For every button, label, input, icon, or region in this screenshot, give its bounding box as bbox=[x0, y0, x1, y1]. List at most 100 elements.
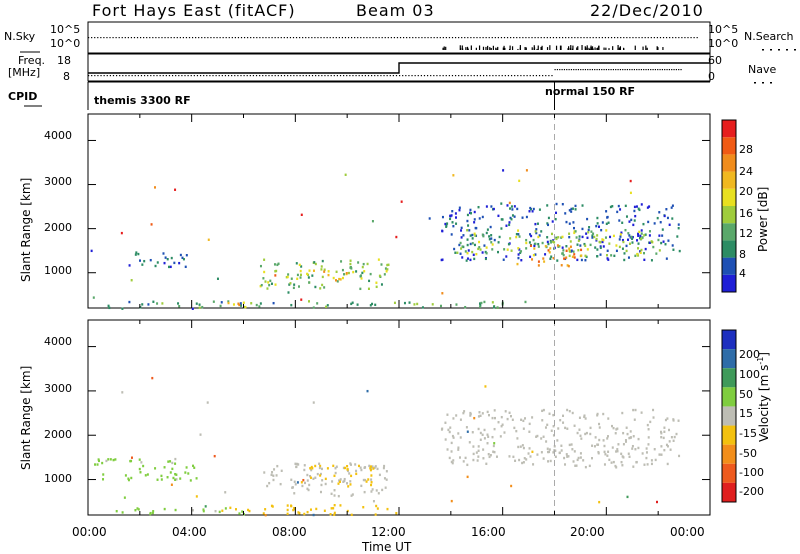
nsky-dot bbox=[494, 37, 496, 39]
power-data-cell bbox=[573, 226, 576, 230]
velocity-data-cell bbox=[673, 435, 676, 439]
power-data-cell bbox=[640, 229, 643, 232]
velocity-noise-cell bbox=[493, 442, 496, 445]
velocity-data-cell bbox=[665, 443, 668, 447]
power-colorbar-swatch bbox=[722, 154, 736, 172]
velocity-data-cell bbox=[617, 443, 620, 446]
velocity-data-cell bbox=[333, 489, 336, 492]
power-data-cell bbox=[184, 265, 187, 269]
power-data-cell bbox=[478, 246, 481, 249]
nsearch-bar bbox=[662, 47, 664, 50]
velocity-data-cell bbox=[577, 456, 580, 460]
power-data-cell bbox=[506, 204, 509, 207]
velocity-data-cell bbox=[280, 469, 283, 473]
nave-dot bbox=[243, 75, 245, 77]
power-data-cell bbox=[327, 270, 330, 273]
velocity-data-cell bbox=[459, 418, 462, 421]
velocity-data-cell bbox=[632, 465, 635, 468]
power-data-cell bbox=[484, 257, 487, 261]
power-data-cell bbox=[615, 249, 618, 253]
nave-dot bbox=[559, 69, 561, 71]
velocity-y-tick: 2000 bbox=[44, 428, 72, 441]
power-data-cell bbox=[524, 300, 527, 304]
power-data-cell bbox=[503, 248, 506, 251]
nave-dot bbox=[589, 69, 591, 71]
power-data-cell bbox=[501, 218, 504, 221]
power-data-cell bbox=[648, 205, 651, 208]
velocity-data-cell bbox=[304, 481, 307, 485]
nsky-dot bbox=[198, 37, 200, 39]
power-data-cell bbox=[570, 250, 573, 253]
nave-dot bbox=[277, 75, 279, 77]
velocity-data-cell bbox=[646, 463, 649, 466]
velocity-data-cell bbox=[550, 429, 553, 432]
velocity-noise-cell bbox=[199, 433, 202, 436]
velocity-data-cell bbox=[127, 477, 130, 480]
power-data-cell bbox=[262, 277, 265, 280]
nsearch-bar bbox=[612, 46, 614, 50]
power-data-cell bbox=[538, 234, 541, 237]
beam-label: Beam 03 bbox=[356, 1, 435, 20]
power-data-cell bbox=[671, 217, 674, 220]
velocity-data-cell bbox=[444, 421, 447, 424]
nsky-dot bbox=[516, 37, 518, 39]
nave-dot bbox=[479, 75, 482, 77]
nave-dot bbox=[636, 69, 638, 71]
power-data-cell bbox=[538, 208, 541, 211]
velocity-data-cell bbox=[465, 426, 468, 429]
nsearch-bar bbox=[490, 48, 492, 50]
velocity-data-cell bbox=[628, 436, 631, 440]
power-data-cell bbox=[297, 285, 300, 288]
power-noise-cell bbox=[486, 228, 489, 231]
power-data-cell bbox=[274, 283, 277, 286]
power-data-cell bbox=[534, 230, 537, 233]
velocity-data-cell bbox=[570, 443, 573, 446]
power-data-cell bbox=[345, 272, 348, 275]
power-data-cell bbox=[490, 205, 493, 208]
cpid-label: CPID bbox=[8, 90, 38, 103]
nsky-dot bbox=[659, 37, 662, 39]
power-data-cell bbox=[671, 244, 674, 247]
power-data-cell bbox=[263, 270, 266, 274]
velocity-data-cell bbox=[488, 455, 491, 459]
nsky-dot bbox=[644, 37, 646, 39]
nsearch-bar bbox=[537, 45, 539, 50]
nave-dot bbox=[610, 69, 612, 71]
nave-dot bbox=[355, 75, 357, 77]
nave-dot bbox=[212, 75, 214, 77]
nsky-dot bbox=[100, 37, 102, 39]
power-data-cell bbox=[621, 238, 624, 242]
velocity-data-cell bbox=[192, 464, 195, 468]
power-data-cell bbox=[537, 260, 540, 263]
nsky-dot bbox=[167, 37, 169, 39]
velocity-data-cell bbox=[347, 485, 350, 488]
power-data-cell bbox=[450, 233, 453, 236]
nsky-dot bbox=[454, 37, 457, 39]
nave-dot bbox=[119, 75, 121, 77]
velocity-data-cell bbox=[574, 464, 577, 467]
velocity-data-cell bbox=[136, 507, 139, 510]
nsearch-bar bbox=[541, 45, 543, 50]
power-data-cell bbox=[565, 249, 568, 252]
power-data-cell bbox=[470, 212, 473, 215]
nsky-dot bbox=[415, 37, 417, 39]
nsky-dot bbox=[595, 37, 597, 39]
power-data-cell bbox=[517, 253, 520, 256]
nave-dot bbox=[299, 75, 301, 77]
power-data-cell bbox=[141, 263, 144, 266]
velocity-data-cell bbox=[450, 441, 453, 445]
velocity-data-cell bbox=[666, 417, 669, 420]
nsearch-bar bbox=[596, 47, 598, 50]
nave-dot bbox=[206, 75, 208, 77]
velocity-data-cell bbox=[513, 426, 516, 430]
power-data-cell bbox=[566, 264, 569, 267]
velocity-data-cell bbox=[611, 424, 614, 428]
velocity-data-cell bbox=[323, 509, 326, 512]
nsky-dot bbox=[240, 37, 243, 39]
power-data-cell bbox=[525, 247, 528, 250]
power-data-cell bbox=[568, 209, 571, 212]
power-data-cell bbox=[385, 270, 388, 273]
nave-dot bbox=[495, 75, 497, 77]
power-data-cell bbox=[561, 246, 564, 249]
velocity-data-cell bbox=[306, 510, 309, 514]
